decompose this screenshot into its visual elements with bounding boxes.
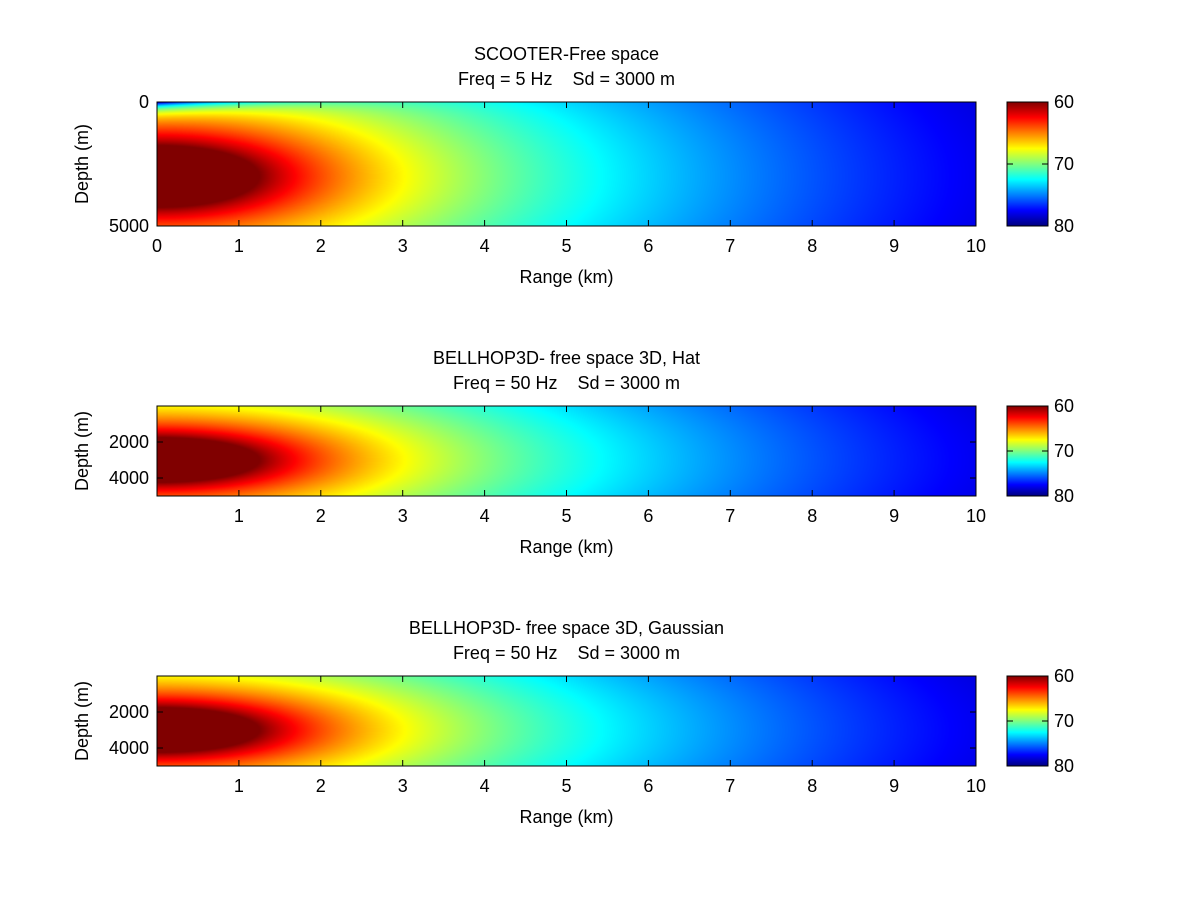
colorbar-tick-label: 70 — [1054, 711, 1074, 731]
chart-title: BELLHOP3D- free space 3D, Hat — [433, 348, 700, 368]
x-tick-label: 8 — [807, 776, 817, 796]
x-tick-label: 1 — [234, 506, 244, 526]
y-tick-label: 2000 — [109, 702, 149, 722]
x-tick-label: 10 — [966, 506, 986, 526]
x-tick-label: 10 — [966, 776, 986, 796]
x-tick-label: 3 — [398, 506, 408, 526]
chart-panel-3: BELLHOP3D- free space 3D, Gaussian Freq =… — [72, 618, 1074, 827]
x-tick-label: 3 — [398, 236, 408, 256]
x-tick-label: 9 — [889, 506, 899, 526]
colorbar — [1006, 405, 1049, 497]
x-tick-label: 6 — [643, 776, 653, 796]
x-tick-label: 6 — [643, 236, 653, 256]
chart-title: BELLHOP3D- free space 3D, Gaussian — [409, 618, 724, 638]
colorbar-tick-label: 70 — [1054, 441, 1074, 461]
y-axis-label: Depth (m) — [72, 411, 92, 491]
x-tick-label: 3 — [398, 776, 408, 796]
colorbar — [1006, 675, 1049, 767]
x-tick-label: 4 — [480, 506, 490, 526]
x-axis-label: Range (km) — [519, 537, 613, 557]
y-tick-label: 4000 — [109, 738, 149, 758]
x-tick-label: 6 — [643, 506, 653, 526]
chart-subtitle: Freq = 50 Hz Sd = 3000 m — [453, 373, 680, 393]
x-tick-label: 5 — [561, 506, 571, 526]
y-tick-label: 5000 — [109, 216, 149, 236]
x-tick-label: 10 — [966, 236, 986, 256]
chart-panel-2: BELLHOP3D- free space 3D, Hat Freq = 50 H… — [72, 348, 1074, 557]
colorbar-tick-label: 60 — [1054, 666, 1074, 686]
y-tick-label: 4000 — [109, 468, 149, 488]
x-tick-label: 1 — [234, 236, 244, 256]
chart-title: SCOOTER-Free space — [474, 44, 659, 64]
x-tick-label: 8 — [807, 506, 817, 526]
x-tick-label: 1 — [234, 776, 244, 796]
x-tick-label: 5 — [561, 236, 571, 256]
y-axis-label: Depth (m) — [72, 124, 92, 204]
x-tick-label: 4 — [480, 236, 490, 256]
y-axis-label: Depth (m) — [72, 681, 92, 761]
x-tick-label: 5 — [561, 776, 571, 796]
x-tick-label: 7 — [725, 506, 735, 526]
y-tick-label: 2000 — [109, 432, 149, 452]
colorbar — [1006, 101, 1049, 227]
x-tick-label: 9 — [889, 236, 899, 256]
x-tick-label: 8 — [807, 236, 817, 256]
x-tick-label: 4 — [480, 776, 490, 796]
colorbar-tick-label: 60 — [1054, 396, 1074, 416]
colorbar-tick-label: 60 — [1054, 92, 1074, 112]
chart-subtitle: Freq = 5 Hz Sd = 3000 m — [458, 69, 675, 89]
y-tick-label: 0 — [139, 92, 149, 112]
x-tick-label: 2 — [316, 776, 326, 796]
chart-panel-1: SCOOTER-Free space Freq = 5 Hz Sd = 3000 … — [72, 44, 1074, 287]
colorbar-tick-label: 70 — [1054, 154, 1074, 174]
colorbar-tick-label: 80 — [1054, 216, 1074, 236]
heatmap-field — [157, 406, 976, 496]
x-tick-label: 9 — [889, 776, 899, 796]
x-tick-label: 2 — [316, 506, 326, 526]
x-tick-label: 7 — [725, 236, 735, 256]
x-tick-label: 0 — [152, 236, 162, 256]
heatmap-field — [157, 676, 976, 766]
colorbar-tick-label: 80 — [1054, 756, 1074, 776]
chart-subtitle: Freq = 50 Hz Sd = 3000 m — [453, 643, 680, 663]
x-tick-label: 7 — [725, 776, 735, 796]
colorbar-tick-label: 80 — [1054, 486, 1074, 506]
x-axis-label: Range (km) — [519, 807, 613, 827]
x-axis-label: Range (km) — [519, 267, 613, 287]
heatmap-field — [157, 102, 976, 226]
x-tick-label: 2 — [316, 236, 326, 256]
